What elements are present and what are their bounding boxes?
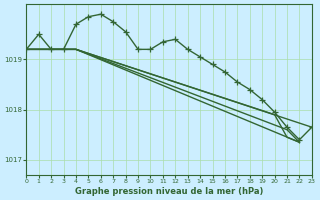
X-axis label: Graphe pression niveau de la mer (hPa): Graphe pression niveau de la mer (hPa) (75, 187, 263, 196)
